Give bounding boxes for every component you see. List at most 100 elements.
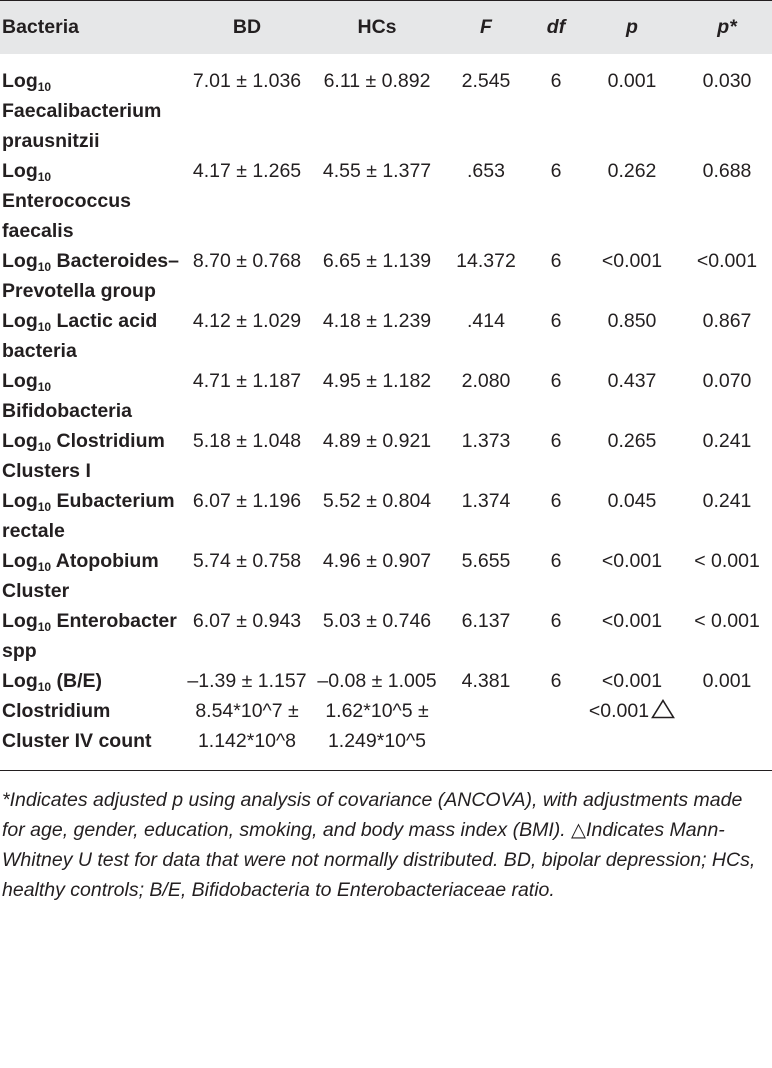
p-value-text: <0.001 [601,550,663,572]
f-value-cell: .414 [442,306,530,366]
p-adjusted-value-text: 0.867 [702,310,752,332]
f-value-text: 2.080 [461,370,511,392]
f-value-text: 1.374 [461,490,511,512]
p-adjusted-value-text: 0.070 [702,370,752,392]
log-base-subscript: 10 [37,560,52,574]
bd-value-text: –1.39 ± 1.157 [187,670,307,692]
p-value-cell: <0.001 [582,696,682,756]
bd-value-cell: 6.07 ± 1.196 [182,486,312,546]
header-hcs: HCs [357,15,397,38]
df-value-text: 6 [550,610,562,632]
bd-value-cell: –1.39 ± 1.157 [182,666,312,696]
bd-value-text: 5.74 ± 0.758 [192,550,302,572]
hcs-value-cell: 4.96 ± 0.907 [312,546,442,606]
p-value-text: <0.001 [601,610,663,632]
bacteria-name-cell: Log10 Bifidobacteria [0,366,182,426]
df-value-text: 6 [550,160,562,182]
df-value-cell [530,696,582,756]
table-row: Log10 Lactic acid bacteria 4.12 ± 1.029 4.… [0,306,772,366]
bacteria-name-prefix: Log [2,670,38,692]
p-adjusted-value-cell: 0.867 [682,306,772,366]
df-value-cell: 6 [530,156,582,246]
df-value-text: 6 [550,370,562,392]
p-value-cell: 0.437 [582,366,682,426]
bacteria-name-cell: Clostridium Cluster IV count [0,696,182,756]
p-value-cell: 0.045 [582,486,682,546]
open-triangle-icon [651,699,676,719]
hcs-value-text: 4.95 ± 1.182 [322,370,432,392]
bd-value-cell: 8.54*10^7 ± 1.142*10^8 [182,696,312,756]
df-value-cell: 6 [530,306,582,366]
log-base-subscript: 10 [37,440,52,454]
df-value-cell: 6 [530,366,582,426]
hcs-value-text: 4.55 ± 1.377 [322,160,432,182]
bacteria-name-text: Enterobacter spp [2,610,177,662]
table-row: Log10 Bifidobacteria 4.71 ± 1.187 4.95 ± 1… [0,366,772,426]
f-value-cell: 1.373 [442,426,530,486]
log-base-subscript: 10 [37,680,52,694]
p-value-text: 0.437 [607,370,657,392]
p-adjusted-value-cell: < 0.001 [682,606,772,666]
p-value-text: <0.001 [601,670,663,692]
bacteria-name-prefix: Log [2,160,38,182]
hcs-value-cell: 4.55 ± 1.377 [312,156,442,246]
log-base-subscript: 10 [37,380,52,394]
header-bd: BD [232,15,262,38]
p-value-text: 0.850 [607,310,657,332]
log-base-subscript: 10 [37,80,52,94]
bd-value-text: 6.07 ± 1.196 [192,490,302,512]
bd-value-text: 4.17 ± 1.265 [192,160,302,182]
header-bacteria: Bacteria [2,15,79,38]
df-value-cell: 6 [530,246,582,306]
hcs-value-text: 5.03 ± 0.746 [322,610,432,632]
df-value-text: 6 [550,310,562,332]
p-adjusted-value-text: 0.688 [702,160,752,182]
bacteria-name-cell: Log10 (B/E) [0,666,182,696]
hcs-value-text: 4.18 ± 1.239 [322,310,432,332]
bacteria-name-text: Eubacterium rectale [2,490,175,542]
f-value-text: .414 [467,310,505,332]
f-value-cell: 14.372 [442,246,530,306]
bacteria-name-prefix: Log [2,70,38,92]
header-df: df [546,15,566,38]
hcs-value-cell: 5.03 ± 0.746 [312,606,442,666]
log-base-subscript: 10 [37,260,52,274]
bacteria-name-cell: Log10 Clostridium Clusters I [0,426,182,486]
f-value-text: 14.372 [456,250,516,272]
p-value-cell: 0.265 [582,426,682,486]
hcs-value-text: 6.11 ± 0.892 [323,70,431,92]
header-p-adjusted: p* [717,15,737,38]
results-table-container: Bacteria BD HCs F df p p* Log10 Faecalib… [0,0,772,901]
table-row: Log10 Faecalibacterium prausnitzii 7.01 ±… [0,54,772,156]
bd-value-text: 4.12 ± 1.029 [192,310,302,332]
p-value-cell: 0.850 [582,306,682,366]
hcs-value-text: –0.08 ± 1.005 [317,670,437,692]
table-row: Log10 Enterococcus faecalis 4.17 ± 1.265 4… [0,156,772,246]
bacteria-name-prefix: Log [2,250,38,272]
p-value-text: 0.001 [607,70,657,92]
bd-value-text: 7.01 ± 1.036 [192,70,302,92]
p-value-text: 0.265 [607,430,657,452]
f-value-cell [442,696,530,756]
p-adjusted-value-text: < 0.001 [694,550,760,572]
p-value-cell: 0.001 [582,54,682,156]
bd-value-cell: 7.01 ± 1.036 [182,54,312,156]
f-value-text: 2.545 [461,70,511,92]
df-value-cell: 6 [530,666,582,696]
p-value-cell: 0.262 [582,156,682,246]
hcs-value-cell: 4.18 ± 1.239 [312,306,442,366]
table-row: Clostridium Cluster IV count 8.54*10^7 ± … [0,696,772,756]
p-value-cell: <0.001 [582,246,682,306]
hcs-value-text: 1.62*10^5 ± 1.249*10^5 [325,700,429,752]
df-value-cell: 6 [530,606,582,666]
bd-value-text: 5.18 ± 1.048 [192,430,302,452]
footnote-divider [0,770,772,771]
hcs-value-cell: 4.95 ± 1.182 [312,366,442,426]
hcs-value-text: 5.52 ± 0.804 [322,490,432,512]
df-value-cell: 6 [530,426,582,486]
f-value-cell: .653 [442,156,530,246]
bd-value-text: 4.71 ± 1.187 [192,370,302,392]
f-value-text: 1.373 [461,430,511,452]
bacteria-name-cell: Log10 Atopobium Cluster [0,546,182,606]
hcs-value-cell: –0.08 ± 1.005 [312,666,442,696]
